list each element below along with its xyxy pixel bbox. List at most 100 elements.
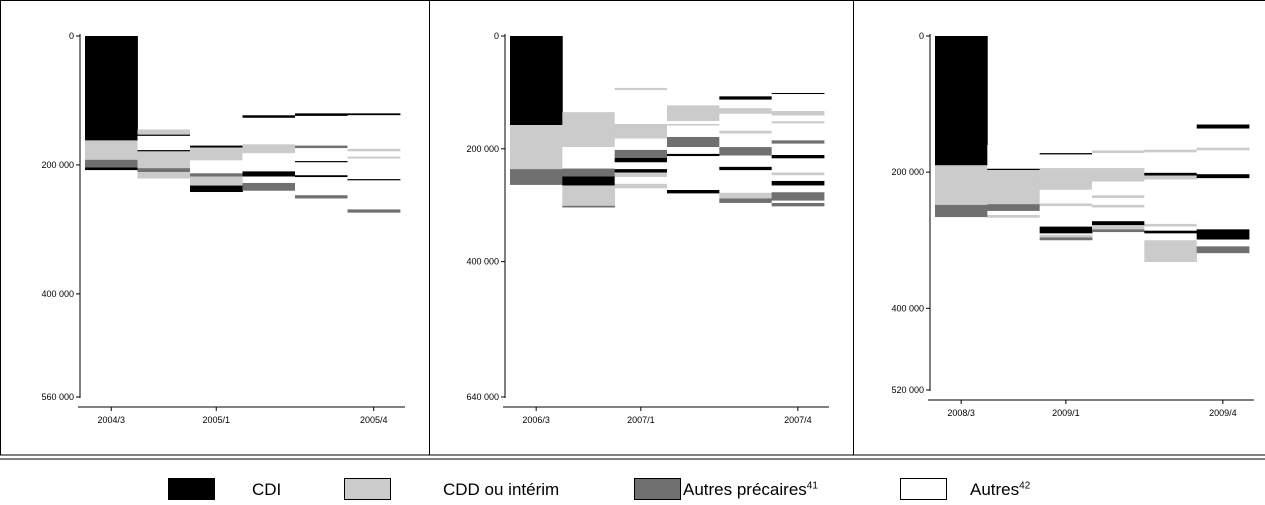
band-p1-c3-7 [190,185,243,193]
band-p2-c3-6 [614,157,668,163]
band-p3-c5-2 [1144,149,1198,153]
band-p2-c4-10 [667,189,720,194]
band-p2-c2-3 [562,168,616,177]
legend: CDI CDD ou intérim Autres précaires41 Au… [0,478,1265,504]
band-p3-c4-5 [1092,181,1145,196]
band-p1-c2-1 [137,129,191,135]
band-p2-c5-9 [719,155,773,167]
band-p1-c5-6 [295,161,348,163]
band-p3-c4-9 [1092,207,1145,222]
band-p2-c6-5 [771,115,825,122]
x-tick-label-2-1: 2006/3 [522,415,550,425]
band-p1-c4-7 [242,176,296,183]
band-p2-c6-14 [771,180,825,186]
band-p1-c5-9 [295,177,348,196]
band-p2-c4-3 [667,121,720,124]
band-p2-c4-7 [667,147,720,154]
band-p3-c2-2 [987,168,1041,171]
band-p2-c4-4 [667,123,720,126]
band-p3-c4-3 [1092,153,1145,169]
band-p3-c6-8 [1196,229,1250,240]
band-p3-c6-10 [1196,246,1250,254]
band-p1-c2-2 [137,134,191,136]
band-p1-c4-4 [242,144,296,154]
band-p2-c3-7 [614,162,668,170]
band-p1-c3-3 [190,147,243,161]
band-p1-c6-8 [347,179,401,181]
chart-panel-1: 0 200 000 400 000 560 000 2004/3 2005/1 2005/4 [41,31,405,425]
band-p3-c1-3 [935,204,988,218]
band-p1-c4-8 [242,182,296,191]
band-p3-c3-6 [1039,203,1093,207]
y-tick-label-3-2: 200 000 [891,167,924,177]
band-p2-c5-4 [719,108,773,114]
band-p1-c2-5 [137,151,191,169]
x-tick-label-2-2: 2007/1 [627,415,655,425]
band-p3-c5-7 [1144,223,1198,227]
band-p3-c5-1 [1144,107,1198,150]
legend-swatch-autres [900,478,947,500]
band-p2-c6-13 [771,175,825,181]
band-p2-c5-1 [719,72,773,97]
band-p2-c4-5 [667,125,720,137]
band-p3-c6-9 [1196,239,1250,247]
band-p3-c6-4 [1196,147,1250,151]
band-p3-c1-1 [935,36,988,166]
band-p3-c2-5 [987,210,1041,216]
band-p1-c6-5 [347,151,401,157]
legend-swatch-autres-precaires [634,478,681,500]
band-p3-c3-8 [1039,226,1093,234]
band-p2-c6-6 [771,121,825,124]
band-p3-c5-8 [1144,226,1198,231]
band-p1-c4-1 [242,92,296,116]
band-p2-c5-12 [719,192,773,199]
band-p1-c5-7 [295,162,348,176]
band-p3-c6-2 [1196,124,1250,129]
legend-label-cdi: CDI [252,480,282,499]
band-p1-c6-9 [347,180,401,210]
band-p2-c6-10 [771,155,825,159]
band-p2-c5-11 [719,170,773,193]
band-p3-c6-1 [1196,97,1250,125]
band-p2-c3-3 [614,123,668,139]
band-p3-c4-8 [1092,204,1145,208]
band-p3-c3-11 [1039,237,1093,241]
y-tick-label-3-4: 520 000 [891,385,924,395]
band-p2-c3-10 [614,177,668,184]
band-p1-c6-3 [347,115,401,149]
band-p1-c4-2 [242,115,296,118]
band-p3-c3-10 [1039,234,1093,238]
band-p1-c6-1 [347,71,401,114]
band-p1-c5-4 [295,145,348,149]
y-tick-label-2-4: 640 000 [466,392,499,402]
band-p1-c3-1 [190,112,243,146]
chart-panel-3: 0 200 000 400 000 520 000 2008/3 2009/1 2009/4 [891,31,1254,418]
y-tick-label-2-2: 200 000 [466,144,499,154]
band-p2-c6-16 [771,192,825,201]
band-p2-c5-13 [719,198,773,203]
band-p2-c3-8 [614,169,668,173]
legend-label-autres-precaires: Autres précaires41 [683,480,818,499]
x-tick-label-3-1: 2008/3 [947,408,975,418]
band-p1-c6-2 [347,113,401,116]
band-p3-c3-4 [1039,168,1093,190]
y-tick-label-1-4: 560 000 [41,392,74,402]
legend-label-autres: Autres42 [970,480,1031,499]
band-p3-c4-7 [1092,198,1145,205]
band-p2-c6-3 [771,94,825,112]
band-p3-c5-11 [1144,240,1198,263]
band-p2-c6-9 [771,143,825,156]
band-p1-c5-5 [295,148,348,162]
band-p1-c5-2 [295,113,348,116]
y-tick-label-3-3: 400 000 [891,303,924,313]
band-p3-c5-6 [1144,179,1198,224]
band-p1-c5-3 [295,115,348,146]
band-p2-c1-3 [510,169,563,185]
band-p2-c1-2 [510,125,563,170]
band-p2-c6-11 [771,158,825,173]
band-p2-c3-4 [614,138,668,150]
band-p2-c2-5 [562,185,616,206]
band-p2-c3-1 [614,87,668,91]
band-p1-c4-5 [242,153,296,172]
band-p3-c4-12 [1092,229,1145,233]
